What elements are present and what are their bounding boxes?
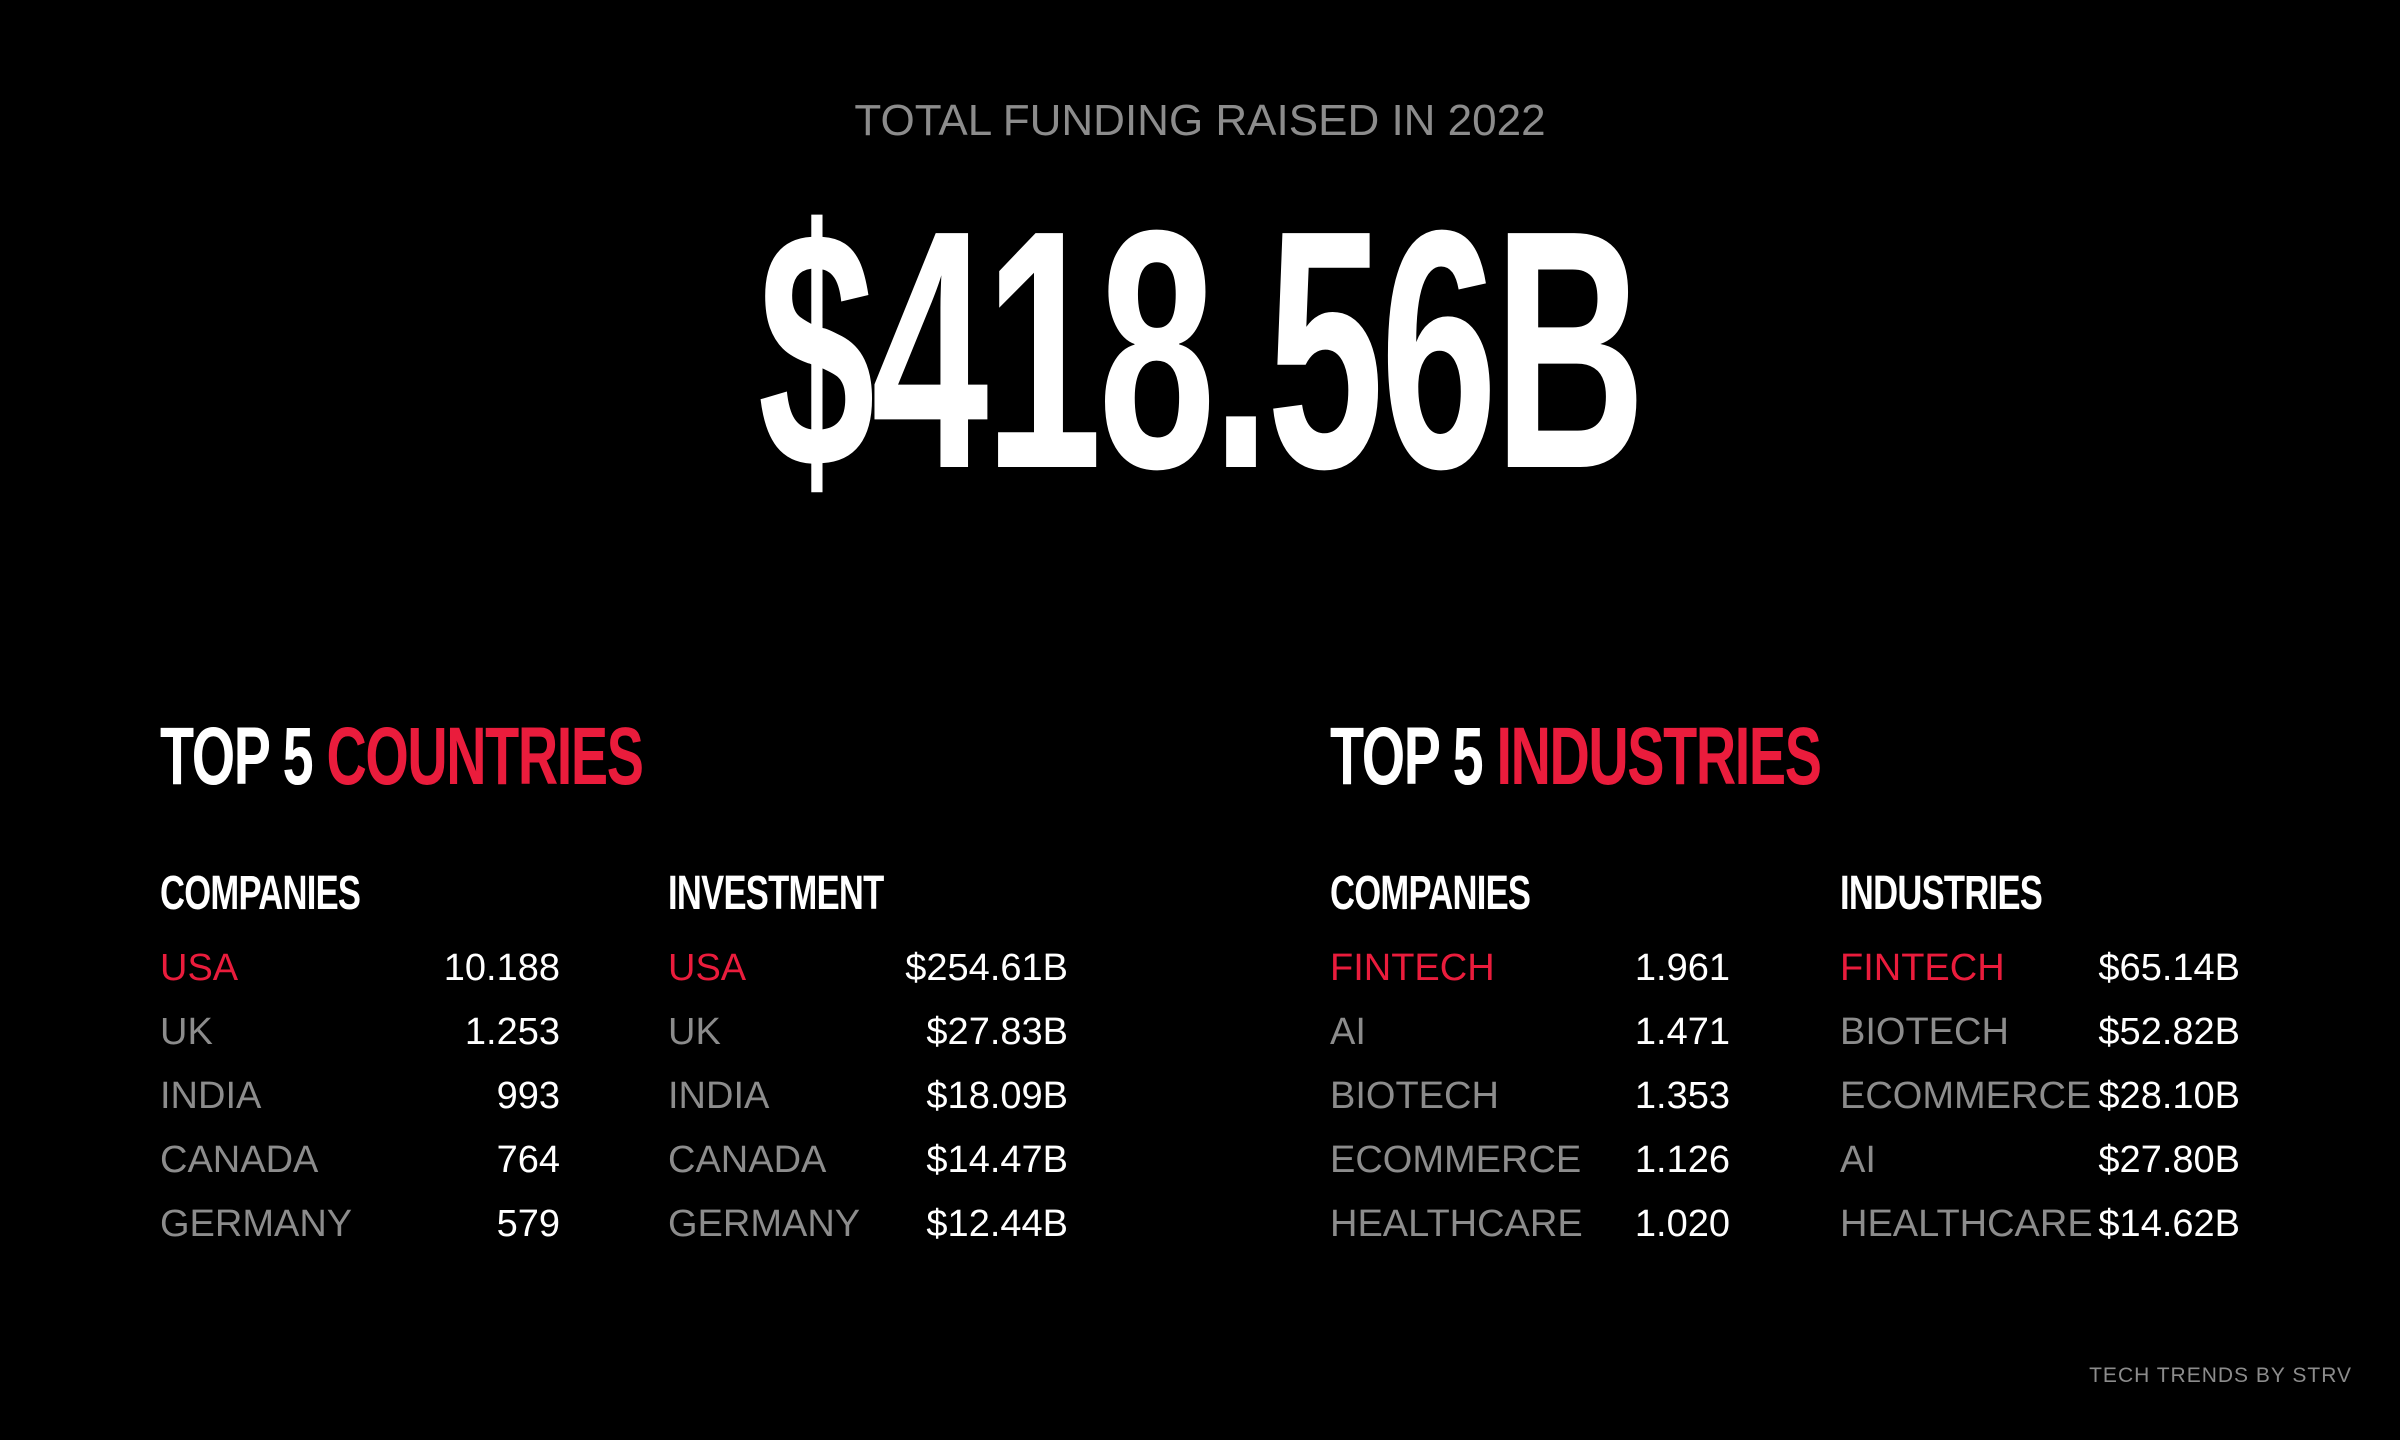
table-row: GERMANY $12.44B (668, 1192, 1068, 1256)
table-row: AI $27.80B (1840, 1128, 2240, 1192)
row-value: 1.353 (1634, 1074, 1730, 1117)
row-label: INDIA (160, 1074, 262, 1117)
row-label: FINTECH (1840, 946, 2005, 989)
row-value: $18.09B (926, 1074, 1068, 1117)
row-value: 993 (496, 1074, 560, 1117)
industries-investment-table: FINTECH $65.14B BIOTECH $52.82B ECOMMERC… (1840, 936, 2240, 1256)
industries-title-accent: INDUSTRIES (1496, 711, 1821, 802)
table-row: BIOTECH 1.353 (1330, 1064, 1730, 1128)
total-funding-subtitle: TOTAL FUNDING RAISED IN 2022 (854, 96, 1546, 145)
table-row: HEALTHCARE 1.020 (1330, 1192, 1730, 1256)
row-label: BIOTECH (1840, 1010, 2009, 1053)
row-value: 1.471 (1634, 1010, 1730, 1053)
table-row: FINTECH 1.961 (1330, 936, 1730, 1000)
total-funding-amount: $418.56B (757, 160, 1646, 540)
table-row: GERMANY 579 (160, 1192, 560, 1256)
row-label: ECOMMERCE (1840, 1074, 2092, 1117)
row-label: AI (1330, 1010, 1366, 1053)
row-value: 579 (496, 1202, 560, 1245)
table-row: CANADA $14.47B (668, 1128, 1068, 1192)
row-value: $52.82B (2098, 1010, 2240, 1053)
table-row: FINTECH $65.14B (1840, 936, 2240, 1000)
row-value: 1.961 (1634, 946, 1730, 989)
countries-section-title: TOP 5 COUNTRIES (160, 711, 644, 802)
row-value: $65.14B (2098, 946, 2240, 989)
row-value: $28.10B (2098, 1074, 2240, 1117)
row-value: $12.44B (926, 1202, 1068, 1245)
row-label: CANADA (668, 1138, 827, 1181)
row-value: $14.47B (926, 1138, 1068, 1181)
row-label: BIOTECH (1330, 1074, 1499, 1117)
industries-investment-heading: INDUSTRIES (1840, 867, 2043, 920)
table-row: AI 1.471 (1330, 1000, 1730, 1064)
countries-investment-table: USA $254.61B UK $27.83B INDIA $18.09B CA… (668, 936, 1068, 1256)
row-label: UK (668, 1010, 721, 1053)
row-label: UK (160, 1010, 213, 1053)
row-label: HEALTHCARE (1840, 1202, 2093, 1245)
countries-title-prefix: TOP 5 (160, 711, 327, 802)
row-value: $27.83B (926, 1010, 1068, 1053)
row-label: CANADA (160, 1138, 319, 1181)
table-row: UK $27.83B (668, 1000, 1068, 1064)
industries-title-prefix: TOP 5 (1330, 711, 1497, 802)
row-label: USA (668, 946, 747, 989)
industries-companies-heading: COMPANIES (1330, 867, 1531, 920)
row-value: $27.80B (2098, 1138, 2240, 1181)
countries-companies-table: USA 10.188 UK 1.253 INDIA 993 CANADA 764… (160, 936, 560, 1256)
table-row: INDIA $18.09B (668, 1064, 1068, 1128)
row-value: 1.020 (1634, 1202, 1730, 1245)
table-row: BIOTECH $52.82B (1840, 1000, 2240, 1064)
table-row: ECOMMERCE 1.126 (1330, 1128, 1730, 1192)
row-value: 1.126 (1634, 1138, 1730, 1181)
industries-section-title: TOP 5 INDUSTRIES (1330, 711, 1822, 802)
table-row: CANADA 764 (160, 1128, 560, 1192)
row-label: INDIA (668, 1074, 770, 1117)
row-label: AI (1840, 1138, 1876, 1181)
table-row: UK 1.253 (160, 1000, 560, 1064)
row-label: ECOMMERCE (1330, 1138, 1582, 1181)
table-row: HEALTHCARE $14.62B (1840, 1192, 2240, 1256)
row-value: $254.61B (905, 946, 1068, 989)
row-label: HEALTHCARE (1330, 1202, 1583, 1245)
row-label: GERMANY (160, 1202, 353, 1245)
table-row: INDIA 993 (160, 1064, 560, 1128)
footer-credit: TECH TRENDS BY STRV (2089, 1364, 2352, 1387)
table-row: USA 10.188 (160, 936, 560, 1000)
countries-companies-heading: COMPANIES (160, 867, 361, 920)
countries-investment-heading: INVESTMENT (668, 867, 884, 920)
industries-companies-table: FINTECH 1.961 AI 1.471 BIOTECH 1.353 ECO… (1330, 936, 1730, 1256)
row-label: USA (160, 946, 239, 989)
row-label: GERMANY (668, 1202, 861, 1245)
row-value: 10.188 (443, 946, 560, 989)
row-value: 1.253 (464, 1010, 560, 1053)
table-row: USA $254.61B (668, 936, 1068, 1000)
row-value: 764 (496, 1138, 560, 1181)
countries-title-accent: COUNTRIES (326, 711, 644, 802)
row-value: $14.62B (2098, 1202, 2240, 1245)
row-label: FINTECH (1330, 946, 1495, 989)
table-row: ECOMMERCE $28.10B (1840, 1064, 2240, 1128)
